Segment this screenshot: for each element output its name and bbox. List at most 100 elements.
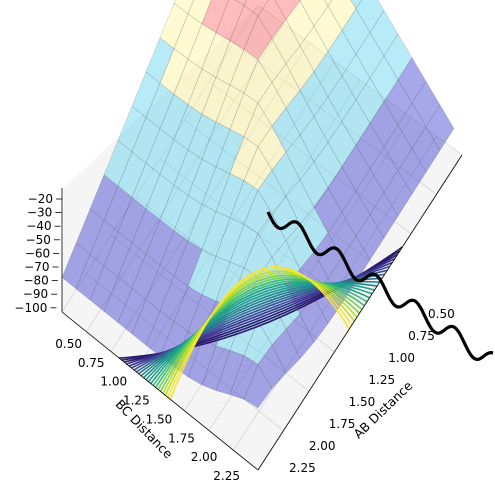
surface-facet	[187, 339, 217, 386]
surface-facet	[215, 128, 245, 174]
tick-labels: −20−30−40−50−60−70−80−90−100 0.50 0.75 1.00…	[14, 192, 454, 483]
surface-facet	[89, 219, 119, 267]
surface-facet	[271, 328, 301, 374]
surface-facet	[215, 350, 245, 395]
surface-facet	[173, 240, 203, 287]
surface-facet	[327, 0, 357, 31]
y-tick-label: 2.25	[213, 469, 240, 483]
surface-facet	[355, 168, 385, 215]
surface-facet	[411, 126, 441, 173]
surface-facet	[243, 233, 273, 278]
surface-facet	[159, 184, 189, 232]
x-tick-label: 0.50	[428, 307, 455, 321]
surface-facet	[229, 136, 259, 181]
surface-facet	[271, 151, 301, 197]
surface-facet	[285, 179, 315, 225]
surface-facet	[117, 287, 147, 335]
surface-facet	[285, 0, 315, 46]
surface-facet	[201, 345, 231, 391]
surface-facet	[327, 29, 357, 77]
surface-facet	[383, 124, 413, 172]
surface-facet	[257, 38, 287, 83]
z-tick-label: −80	[23, 274, 48, 288]
contour-line	[150, 281, 370, 385]
contour-line	[167, 268, 353, 398]
surface-facet	[201, 166, 231, 212]
surface-facet	[243, 0, 269, 17]
surface-facet	[75, 208, 105, 255]
grid-line	[233, 43, 437, 195]
surface-facet	[383, 79, 413, 126]
z-tick-label: −60	[25, 246, 50, 260]
surface-facet	[145, 173, 175, 221]
surface-facet	[299, 161, 329, 208]
surface-facet	[159, 230, 189, 277]
axes	[61, 154, 463, 471]
surface-facet	[215, 173, 245, 219]
surface-facet	[355, 31, 385, 79]
surface-facet	[145, 128, 175, 175]
surface-facet	[103, 276, 133, 324]
surface-facet	[299, 71, 329, 118]
surface-facet	[173, 58, 203, 105]
surface-facet	[257, 213, 287, 258]
y-tick-label: 1.25	[123, 394, 150, 408]
y-tick-label: 1.75	[168, 431, 195, 445]
surface-facet	[145, 264, 175, 312]
surface-facet	[117, 196, 147, 244]
surface-facet	[369, 192, 399, 239]
surface-facet	[173, 195, 203, 242]
surface-facet	[355, 122, 385, 170]
surface-facet	[243, 145, 273, 191]
surface-facet	[229, 48, 259, 94]
z-tick-label: −100	[14, 301, 47, 315]
surface-facet	[327, 120, 357, 168]
surface-facet	[327, 166, 357, 213]
surface-facet	[243, 363, 273, 409]
surface-facet	[187, 0, 212, 25]
surface-facet	[257, 344, 287, 390]
surface-facet	[271, 107, 301, 153]
z-tick-label: −50	[26, 233, 51, 247]
surface-facet	[89, 174, 119, 221]
surface-facet	[117, 151, 147, 198]
y-tick-label: 0.50	[55, 337, 82, 351]
surface-facet	[243, 15, 273, 60]
surface-facet	[103, 140, 133, 187]
surface-facet	[215, 40, 245, 86]
x-tick-label: 0.75	[408, 329, 435, 343]
grid-line	[208, 117, 412, 431]
x-tick-label: 1.75	[329, 417, 356, 431]
surface-facet	[131, 71, 161, 118]
y-tick-label: 1.00	[100, 375, 127, 389]
surface-facet	[355, 214, 385, 261]
surface-facet	[187, 23, 217, 70]
contour-line	[157, 276, 363, 390]
surface-facet	[313, 50, 343, 98]
surface-facet	[257, 81, 287, 127]
surface-facet	[257, 169, 287, 215]
surface-facet	[201, 256, 231, 302]
surface-facet	[397, 148, 427, 195]
surface-facet	[145, 310, 175, 357]
surface-facet	[131, 299, 161, 346]
z-tick-label: −70	[24, 260, 49, 274]
surface-facet	[187, 249, 217, 296]
surface-facet	[145, 82, 175, 130]
surface-facet	[299, 25, 329, 72]
grid-line	[184, 119, 386, 274]
surface-facet	[159, 93, 189, 141]
surface-facet	[103, 185, 133, 233]
energy-surface	[61, 0, 455, 409]
surface-facet	[341, 99, 371, 146]
contour-line	[169, 266, 350, 400]
grid-line	[208, 81, 412, 235]
surface-facet	[145, 219, 175, 266]
surface-facet	[159, 139, 189, 186]
y-tick-label: 1.50	[146, 412, 173, 426]
surface-facet	[313, 96, 343, 143]
bc-axis-line	[61, 311, 259, 471]
surface-facet	[234, 0, 247, 6]
surface-facet	[229, 180, 259, 225]
